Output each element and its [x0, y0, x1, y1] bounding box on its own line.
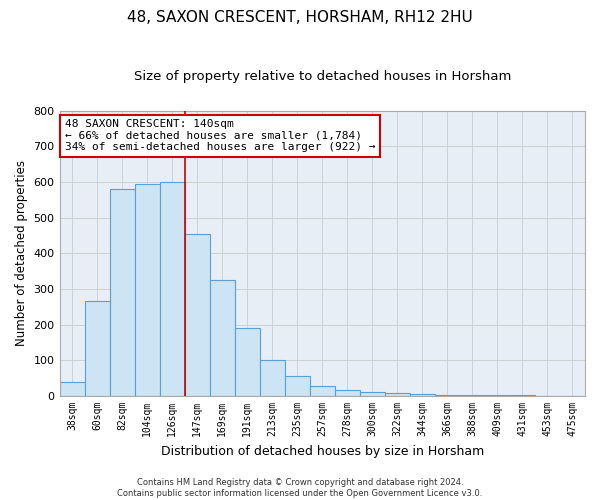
X-axis label: Distribution of detached houses by size in Horsham: Distribution of detached houses by size …: [161, 444, 484, 458]
Bar: [310, 386, 335, 396]
Bar: [160, 182, 185, 396]
Text: Contains HM Land Registry data © Crown copyright and database right 2024.
Contai: Contains HM Land Registry data © Crown c…: [118, 478, 482, 498]
Bar: [235, 328, 260, 396]
Title: Size of property relative to detached houses in Horsham: Size of property relative to detached ho…: [134, 70, 511, 83]
Bar: [285, 376, 310, 396]
Bar: [260, 360, 285, 396]
Bar: [460, 395, 485, 396]
Bar: [335, 390, 360, 396]
Bar: [110, 189, 134, 396]
Text: 48, SAXON CRESCENT, HORSHAM, RH12 2HU: 48, SAXON CRESCENT, HORSHAM, RH12 2HU: [127, 10, 473, 25]
Bar: [185, 234, 209, 396]
Bar: [410, 394, 435, 396]
Bar: [59, 382, 85, 396]
Bar: [85, 302, 110, 396]
Bar: [360, 392, 385, 396]
Bar: [209, 280, 235, 396]
Y-axis label: Number of detached properties: Number of detached properties: [15, 160, 28, 346]
Bar: [435, 394, 460, 396]
Bar: [385, 393, 410, 396]
Text: 48 SAXON CRESCENT: 140sqm
← 66% of detached houses are smaller (1,784)
34% of se: 48 SAXON CRESCENT: 140sqm ← 66% of detac…: [65, 119, 375, 152]
Bar: [134, 184, 160, 396]
